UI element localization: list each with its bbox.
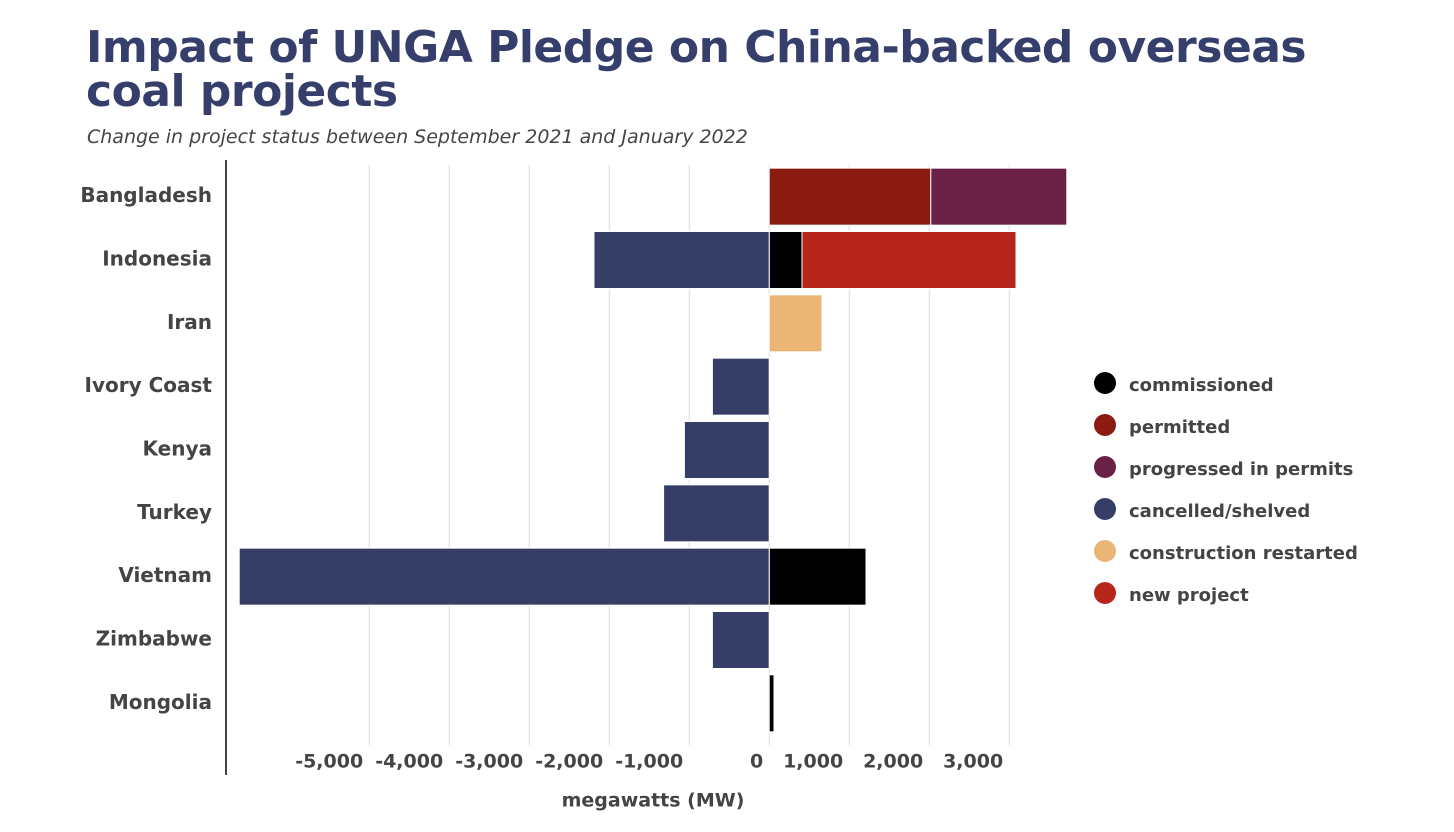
bar bbox=[768, 674, 775, 733]
y-tick-label: Iran bbox=[167, 310, 212, 334]
bar bbox=[683, 421, 770, 479]
y-tick-label: Zimbabwe bbox=[96, 627, 212, 651]
x-tick-label: 1,000 bbox=[783, 751, 843, 773]
bar bbox=[593, 231, 770, 289]
bar bbox=[930, 167, 1068, 226]
y-tick-label: Indonesia bbox=[102, 247, 212, 271]
x-tick-label: -2,000 bbox=[535, 751, 603, 773]
x-tick-label: 0 bbox=[750, 751, 763, 773]
legend-swatch bbox=[1094, 456, 1116, 478]
y-tick-label: Bangladesh bbox=[80, 183, 212, 207]
legend-swatch bbox=[1094, 372, 1116, 394]
bar bbox=[768, 294, 823, 353]
legend-label: progressed in permits bbox=[1129, 459, 1353, 480]
legend-swatch bbox=[1094, 498, 1116, 520]
y-tick-label: Mongolia bbox=[109, 690, 212, 714]
bar bbox=[711, 357, 770, 416]
legend-swatch bbox=[1094, 540, 1116, 562]
legend-label: construction restarted bbox=[1129, 543, 1358, 564]
x-axis-label: megawatts (MW) bbox=[562, 790, 745, 812]
bar bbox=[238, 547, 770, 606]
bar bbox=[711, 611, 770, 669]
y-tick-label: Ivory Coast bbox=[85, 373, 213, 397]
bar bbox=[663, 484, 770, 543]
bar bbox=[768, 547, 867, 606]
x-tick-label: -5,000 bbox=[295, 751, 363, 773]
legend-label: commissioned bbox=[1129, 375, 1274, 396]
y-tick-label: Vietnam bbox=[118, 563, 212, 587]
x-tick-label: 3,000 bbox=[943, 751, 1003, 773]
y-tick-label: Turkey bbox=[137, 500, 212, 524]
bar bbox=[801, 231, 1017, 289]
chart-title: Impact of UNGA Pledge on China-backed ov… bbox=[86, 22, 1307, 117]
y-tick-label: Kenya bbox=[143, 437, 212, 461]
chart-subtitle: Change in project status between Septemb… bbox=[87, 126, 748, 148]
legend-label: permitted bbox=[1129, 417, 1230, 438]
bar bbox=[768, 167, 932, 226]
x-tick-label: 2,000 bbox=[863, 751, 923, 773]
bar bbox=[768, 231, 803, 289]
x-tick-label: -1,000 bbox=[615, 751, 683, 773]
legend-swatch bbox=[1094, 414, 1116, 436]
x-tick-label: -4,000 bbox=[375, 751, 443, 773]
legend-label: new project bbox=[1129, 585, 1249, 606]
legend-label: cancelled/shelved bbox=[1129, 501, 1310, 522]
x-tick-label: -3,000 bbox=[455, 751, 523, 773]
legend-swatch bbox=[1094, 582, 1116, 604]
